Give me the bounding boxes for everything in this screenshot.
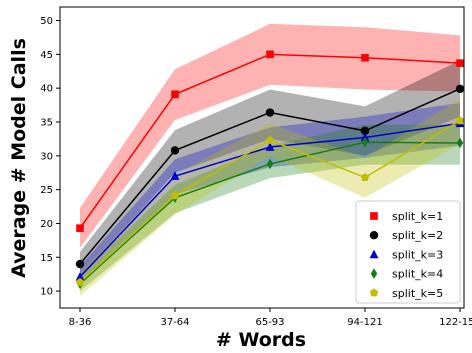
legend-label: split_k=5 <box>392 287 443 300</box>
y-tick-label: 25 <box>40 185 53 196</box>
y-tick-label: 15 <box>40 253 53 264</box>
band-split_k=2 <box>80 60 460 277</box>
point-split_k=2-122-150 <box>455 84 465 94</box>
y-axis-title: Average # Model Calls <box>8 38 30 278</box>
point-split_k=1-37-64 <box>171 90 179 99</box>
point-split_k=4-94-121 <box>361 136 369 148</box>
point-split_k=4-65-93 <box>266 158 274 170</box>
x-tick-label: 8-36 <box>69 317 92 328</box>
band-split_k=4 <box>80 124 460 292</box>
point-split_k=1-8-36 <box>76 224 84 232</box>
point-split_k=5-65-93 <box>265 135 275 144</box>
point-split_k=2-65-93 <box>265 108 275 117</box>
legend-box <box>355 200 461 304</box>
legend-label: split_k=1 <box>392 210 443 223</box>
y-tick-label: 50 <box>40 16 53 27</box>
legend-marker-split_k=3 <box>369 249 379 259</box>
y-tick-label: 30 <box>40 151 53 162</box>
band-split_k=1 <box>80 23 460 248</box>
point-split_k=3-37-64 <box>170 171 180 180</box>
series-markers <box>75 50 465 289</box>
legend-label: split_k=3 <box>392 248 443 261</box>
x-tick-label: 94-121 <box>347 317 382 328</box>
point-split_k=3-8-36 <box>75 272 85 281</box>
plot-frame <box>59 6 465 309</box>
y-tick-label: 45 <box>40 50 53 61</box>
y-tick-label: 20 <box>40 219 53 230</box>
point-split_k=5-122-150 <box>455 116 465 125</box>
point-split_k=5-37-64 <box>170 191 180 200</box>
y-tick-label: 40 <box>40 84 53 95</box>
point-split_k=2-94-121 <box>360 126 370 135</box>
point-split_k=4-122-150 <box>456 137 464 149</box>
legend-label: split_k=2 <box>392 229 443 242</box>
point-split_k=1-94-121 <box>361 53 369 62</box>
point-split_k=5-94-121 <box>360 173 370 182</box>
y-tick-label: 35 <box>40 117 53 128</box>
point-split_k=2-37-64 <box>170 146 180 155</box>
point-split_k=3-65-93 <box>265 142 275 151</box>
point-split_k=1-122-150 <box>456 59 464 67</box>
band-split_k=3 <box>80 103 460 286</box>
legend-marker-split_k=2 <box>369 231 379 240</box>
y-axis: 10 15 20 25 30 35 40 45 50 <box>40 16 60 298</box>
point-split_k=1-65-93 <box>266 50 274 59</box>
point-split_k=5-8-36 <box>75 277 85 286</box>
x-tick-label: 37-64 <box>160 317 189 328</box>
x-tick-label: 122-150 <box>439 317 472 328</box>
x-tick-label: 65-93 <box>255 317 284 328</box>
x-axis-title: # Words <box>216 329 306 351</box>
legend-marker-split_k=5 <box>369 288 379 297</box>
point-split_k=2-8-36 <box>75 259 85 269</box>
y-tick-label: 10 <box>40 287 53 298</box>
legend-marker-split_k=4 <box>370 268 378 279</box>
legend: split_k=1 split_k=2 split_k=3 split_k=4spli… <box>355 200 461 304</box>
x-axis: 8-36 37-64 65-93 94-121 122-150 <box>69 308 472 328</box>
legend-marker-split_k=1 <box>370 212 378 220</box>
legend-label: split_k=4 <box>392 268 443 281</box>
